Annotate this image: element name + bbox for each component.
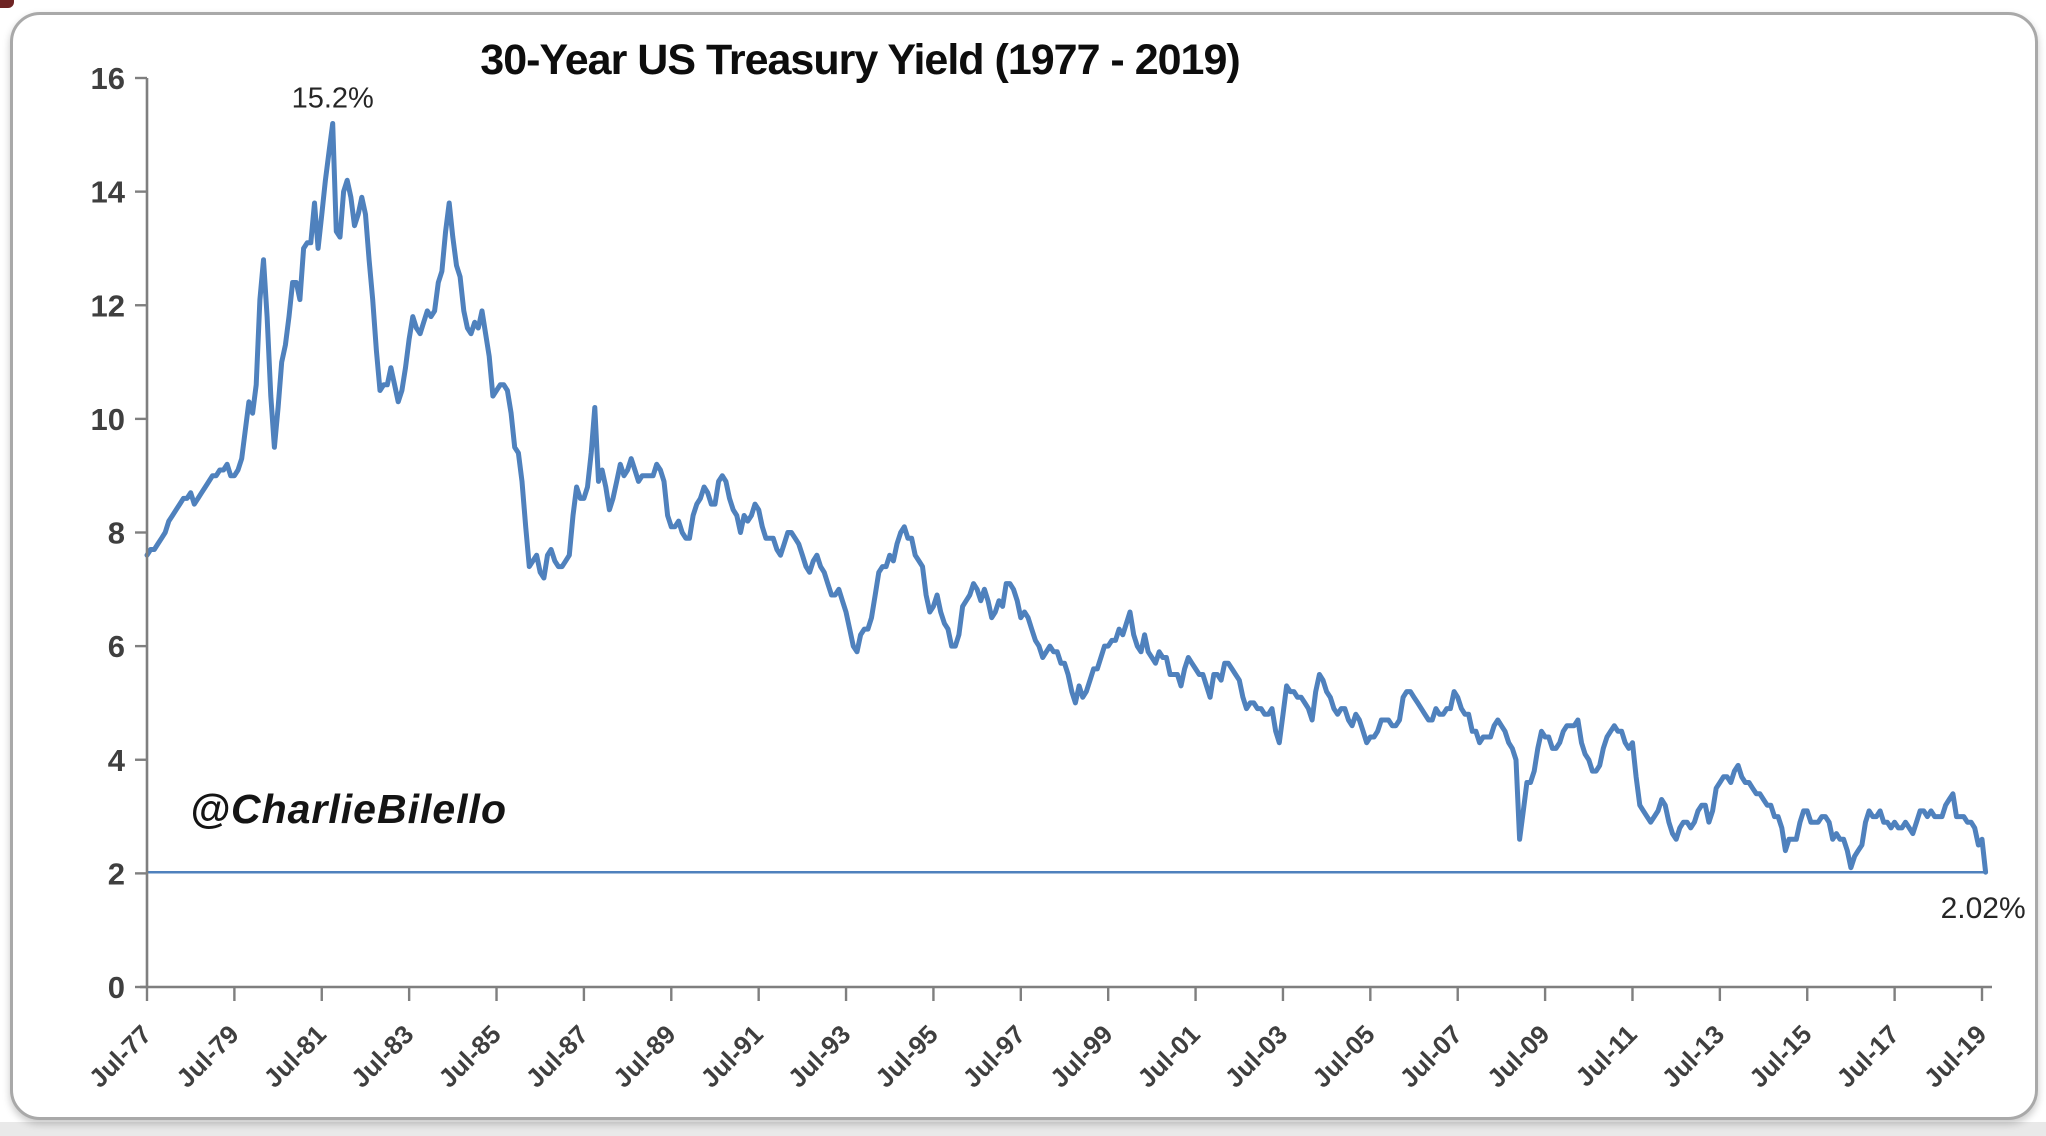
x-tick-label: Jul-19: [1918, 1019, 1992, 1093]
x-tick-label: Jul-77: [83, 1019, 157, 1093]
peak-annotation: 15.2%: [292, 82, 374, 114]
x-tick-label: Jul-93: [782, 1019, 856, 1093]
x-tick-label: Jul-85: [432, 1019, 506, 1093]
x-tick-label: Jul-15: [1743, 1019, 1817, 1093]
x-tick-label: Jul-97: [957, 1019, 1031, 1093]
chart-card: [10, 12, 2038, 1120]
x-tick-label: Jul-11: [1569, 1019, 1642, 1092]
page-background-strip: [0, 1122, 2046, 1136]
y-tick-label: 6: [108, 629, 125, 664]
watermark-handle: @CharlieBilello: [190, 786, 507, 832]
x-tick-label: Jul-05: [1306, 1019, 1380, 1093]
y-tick-label: 14: [91, 175, 126, 210]
x-tick-label: Jul-81: [258, 1019, 332, 1093]
y-tick-label: 2: [108, 856, 125, 891]
yield-series-line: [144, 121, 1989, 875]
chart-title: 30-Year US Treasury Yield (1977 - 2019): [480, 36, 1240, 84]
y-tick-label: 12: [91, 288, 125, 323]
y-tick-label: 16: [91, 61, 125, 96]
x-tick-label: Jul-89: [607, 1019, 681, 1093]
x-tick-label: Jul-91: [695, 1019, 769, 1093]
x-tick-label: Jul-17: [1831, 1019, 1905, 1093]
x-tick-label: Jul-13: [1656, 1019, 1730, 1093]
y-tick-label: 10: [91, 402, 125, 437]
corner-artifact: [0, 0, 14, 8]
x-tick-label: Jul-79: [170, 1019, 244, 1093]
x-tick-label: Jul-83: [345, 1019, 419, 1093]
x-tick-label: Jul-99: [1044, 1019, 1118, 1093]
x-tick-label: Jul-03: [1219, 1019, 1293, 1093]
y-tick-label: 4: [108, 743, 126, 778]
y-tick-label: 8: [108, 516, 125, 551]
last-value-annotation: 2.02%: [1941, 892, 2026, 925]
x-tick-label: Jul-07: [1394, 1019, 1468, 1093]
y-tick-label: 0: [108, 970, 125, 1005]
x-tick-label: Jul-01: [1131, 1019, 1205, 1093]
x-tick-label: Jul-95: [869, 1019, 943, 1093]
x-tick-label: Jul-09: [1481, 1019, 1555, 1093]
x-tick-label: Jul-87: [520, 1019, 594, 1093]
